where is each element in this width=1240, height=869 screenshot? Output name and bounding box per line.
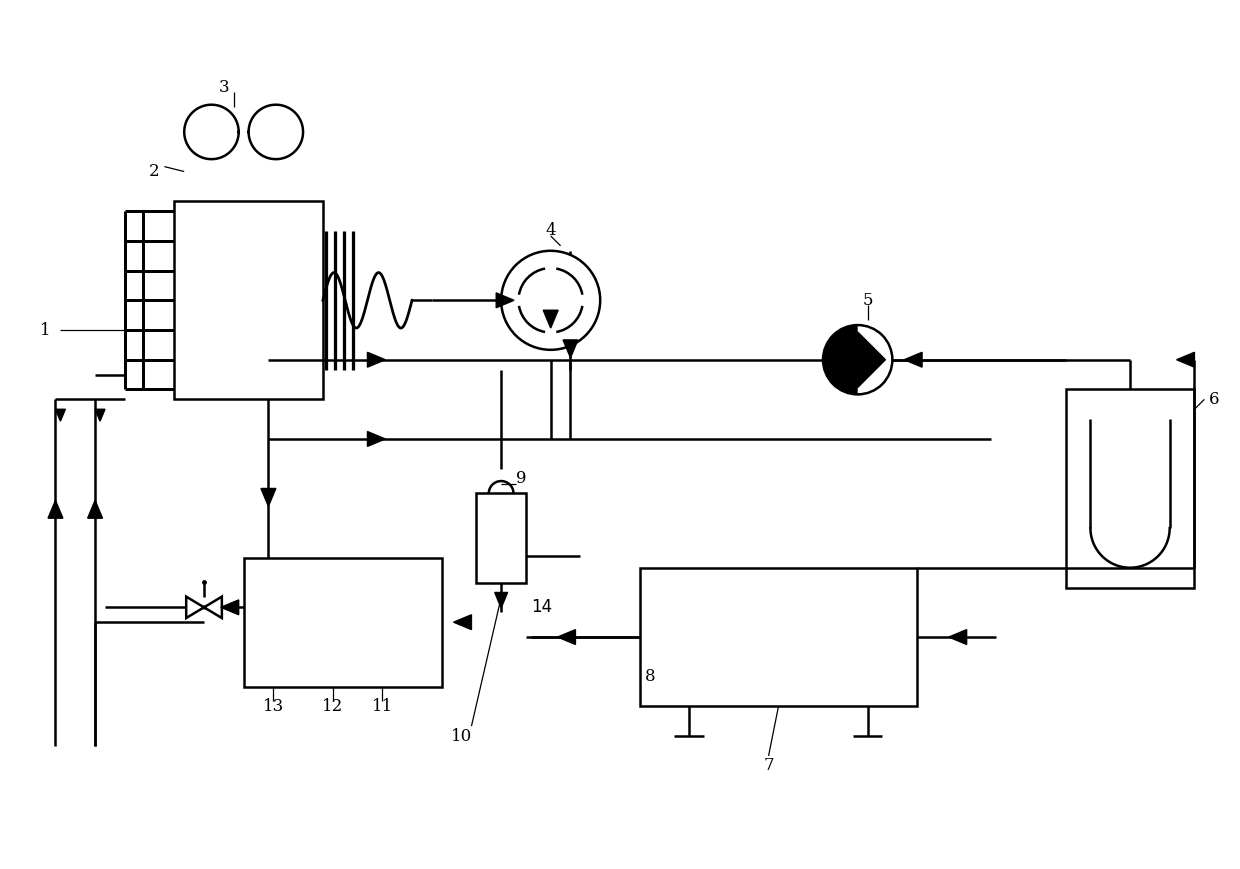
Text: 5: 5 [862,292,873,308]
Text: 13: 13 [263,698,284,715]
Text: 9: 9 [516,470,526,487]
Text: 7: 7 [764,757,774,774]
Polygon shape [186,597,205,618]
Polygon shape [558,630,575,645]
Bar [175,202,322,400]
Polygon shape [858,332,885,388]
Polygon shape [367,352,386,367]
Text: 10: 10 [451,727,472,745]
Polygon shape [88,501,103,518]
Polygon shape [904,352,923,367]
Polygon shape [543,310,558,328]
Text: 8: 8 [645,668,655,685]
Polygon shape [563,340,578,358]
Polygon shape [454,614,471,630]
Text: 14: 14 [531,599,552,616]
Polygon shape [367,432,386,447]
Bar [243,558,441,687]
Polygon shape [56,409,66,421]
Bar [640,567,918,706]
Polygon shape [496,293,515,308]
Text: 3: 3 [218,79,229,96]
Polygon shape [260,488,275,507]
Polygon shape [48,501,63,518]
Bar [476,494,526,582]
Polygon shape [205,597,222,618]
Text: 4: 4 [546,222,556,240]
Text: 2: 2 [149,163,160,180]
Polygon shape [949,630,967,645]
Circle shape [823,325,893,395]
Circle shape [501,251,600,350]
Polygon shape [1177,352,1194,367]
Bar [1065,389,1194,587]
Text: 11: 11 [372,698,393,715]
Text: 12: 12 [322,698,343,715]
Wedge shape [823,325,858,395]
Text: 1: 1 [40,322,51,339]
Polygon shape [495,593,507,608]
Text: 6: 6 [1209,391,1219,408]
Polygon shape [221,600,238,614]
Polygon shape [95,409,105,421]
